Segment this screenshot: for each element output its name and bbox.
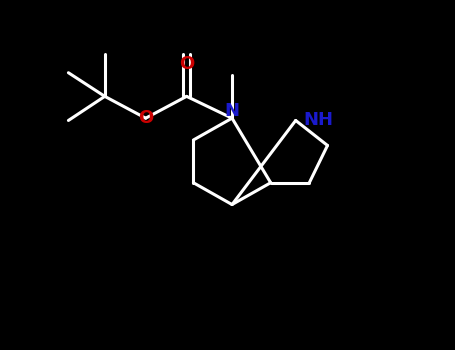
Text: O: O (138, 109, 153, 127)
Text: N: N (225, 102, 239, 120)
Text: NH: NH (303, 111, 334, 130)
Text: O: O (179, 55, 194, 73)
